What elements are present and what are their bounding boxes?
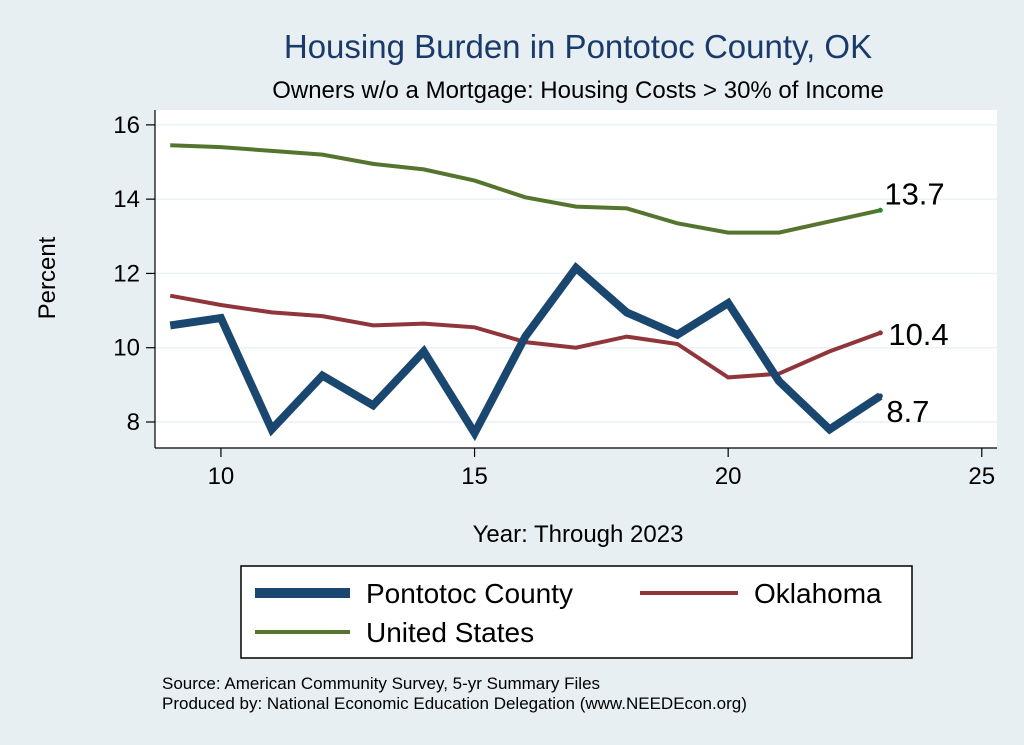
series-endpoint-united-states: [877, 207, 883, 213]
series-line-pontotoc-county: [169, 262, 883, 442]
y-tick-label: 16: [113, 112, 140, 139]
legend-box: [240, 565, 913, 659]
chart-title: Housing Burden in Pontotoc County, OK: [284, 28, 872, 65]
x-axis-label: Year: Through 2023: [473, 521, 684, 548]
x-tick-label: 20: [715, 463, 742, 490]
series-endpoint-pontotoc-county: [877, 393, 883, 399]
legend-label-oklahoma: Oklahoma: [754, 578, 882, 609]
y-tick-label: 10: [113, 335, 140, 362]
plot-area: [155, 110, 997, 448]
produced-note: Produced by: National Economic Education…: [162, 694, 747, 713]
y-tick-label: 14: [113, 186, 140, 213]
end-label-united-states: 13.7: [884, 176, 944, 211]
legend-label-pontotoc: Pontotoc County: [366, 578, 573, 609]
series-lines: [169, 143, 883, 442]
y-axis-label: Percent: [34, 236, 61, 319]
y-tick-label: 12: [113, 260, 140, 287]
x-tick-label: 25: [968, 463, 995, 490]
x-tick-label: 10: [208, 463, 235, 490]
x-tick-label: 15: [461, 463, 488, 490]
y-tick-label: 8: [127, 409, 140, 436]
series-line-united-states: [170, 143, 881, 235]
end-label-pontotoc-county: 8.7: [886, 394, 929, 429]
end-label-oklahoma: 10.4: [888, 317, 948, 352]
axes: 8 10 12 14 16 10 15 20 25: [113, 110, 997, 490]
end-labels: 8.7 10.4 13.7: [884, 176, 948, 429]
legend-label-united-states: United States: [366, 617, 534, 648]
chart-subtitle: Owners w/o a Mortgage: Housing Costs > 3…: [272, 77, 884, 104]
source-note: Source: American Community Survey, 5-yr …: [162, 674, 600, 693]
series-endpoint-oklahoma: [877, 330, 883, 336]
